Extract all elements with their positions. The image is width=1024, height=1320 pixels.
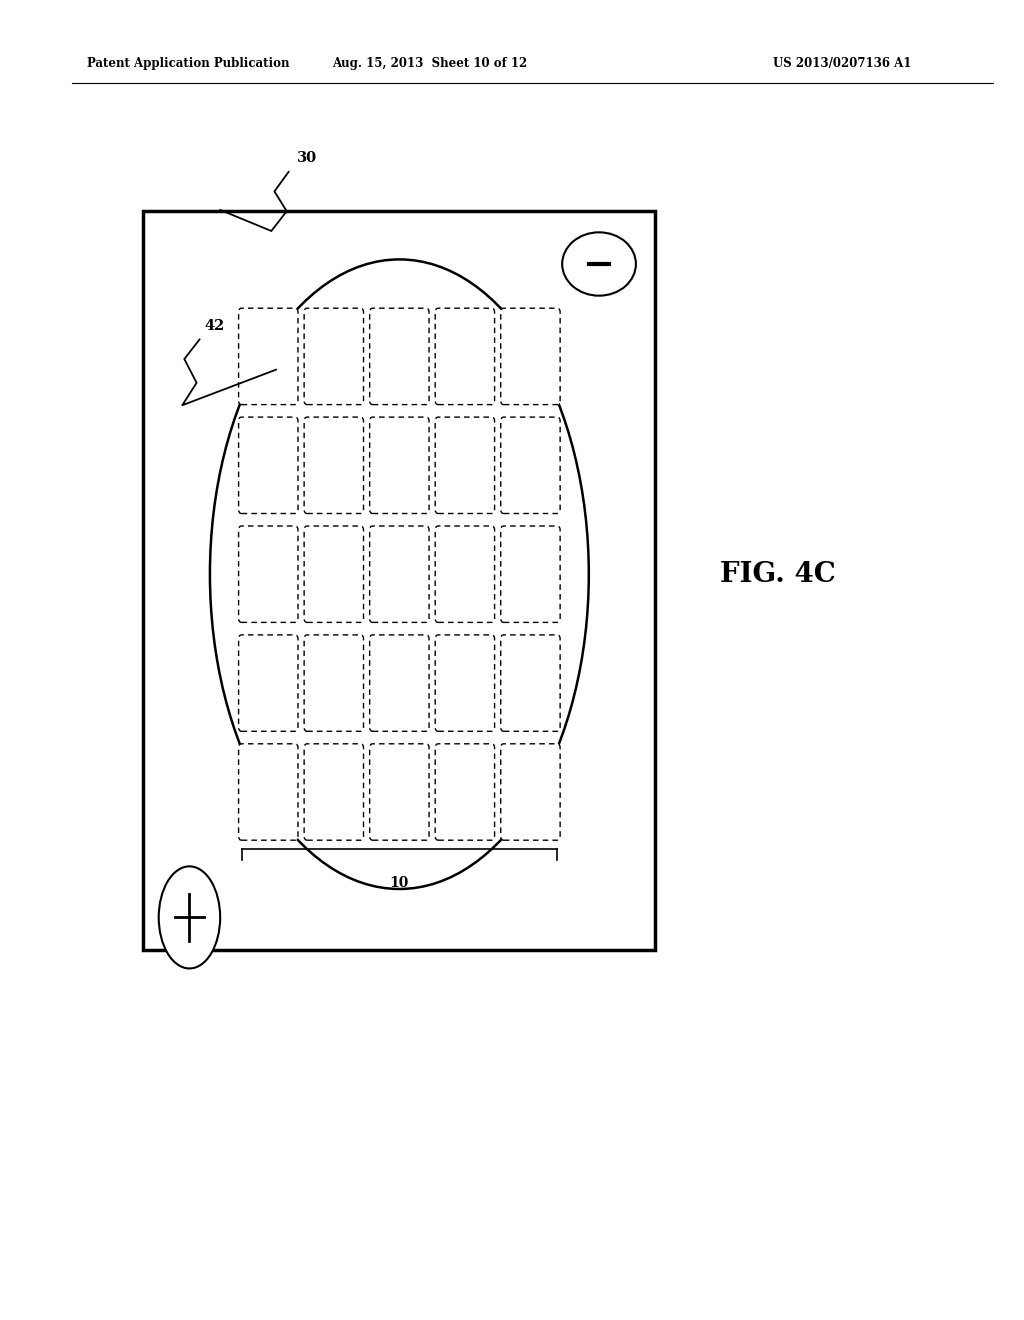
FancyBboxPatch shape <box>304 525 364 623</box>
FancyBboxPatch shape <box>501 417 560 513</box>
FancyBboxPatch shape <box>370 308 429 405</box>
Ellipse shape <box>159 866 220 969</box>
FancyBboxPatch shape <box>239 635 298 731</box>
FancyBboxPatch shape <box>239 525 298 623</box>
Text: Aug. 15, 2013  Sheet 10 of 12: Aug. 15, 2013 Sheet 10 of 12 <box>333 57 527 70</box>
FancyBboxPatch shape <box>435 743 495 841</box>
FancyBboxPatch shape <box>435 525 495 623</box>
FancyBboxPatch shape <box>304 635 364 731</box>
FancyBboxPatch shape <box>370 743 429 841</box>
FancyBboxPatch shape <box>304 417 364 513</box>
FancyBboxPatch shape <box>370 525 429 623</box>
FancyBboxPatch shape <box>435 308 495 405</box>
FancyBboxPatch shape <box>501 635 560 731</box>
Text: 42: 42 <box>205 318 225 333</box>
FancyBboxPatch shape <box>501 308 560 405</box>
Ellipse shape <box>210 260 589 888</box>
Text: FIG. 4C: FIG. 4C <box>720 561 837 587</box>
FancyBboxPatch shape <box>304 308 364 405</box>
Text: US 2013/0207136 A1: US 2013/0207136 A1 <box>773 57 911 70</box>
FancyBboxPatch shape <box>435 417 495 513</box>
FancyBboxPatch shape <box>239 308 298 405</box>
FancyBboxPatch shape <box>435 635 495 731</box>
FancyBboxPatch shape <box>239 743 298 841</box>
FancyBboxPatch shape <box>370 635 429 731</box>
Bar <box>143 211 655 950</box>
Text: 30: 30 <box>297 150 317 165</box>
FancyBboxPatch shape <box>239 417 298 513</box>
FancyBboxPatch shape <box>370 417 429 513</box>
FancyBboxPatch shape <box>501 743 560 841</box>
FancyBboxPatch shape <box>501 525 560 623</box>
Text: 10: 10 <box>390 876 409 890</box>
FancyBboxPatch shape <box>304 743 364 841</box>
Ellipse shape <box>562 232 636 296</box>
Text: Patent Application Publication: Patent Application Publication <box>87 57 290 70</box>
